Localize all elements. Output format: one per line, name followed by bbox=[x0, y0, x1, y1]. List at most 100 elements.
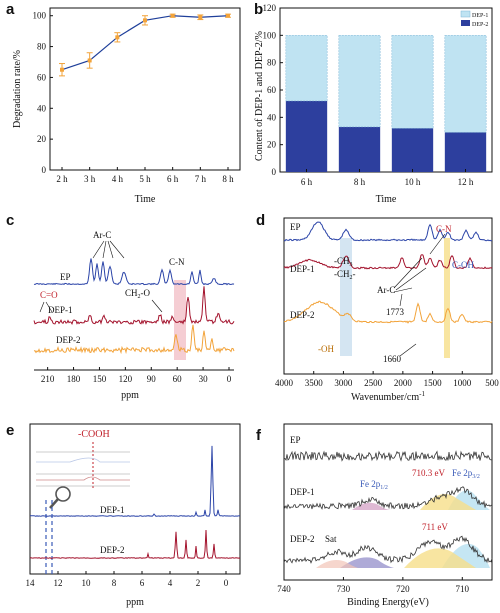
panel-b-bar-dep2 bbox=[285, 100, 328, 172]
panel-a-data-point bbox=[170, 13, 175, 18]
panel-d-c-n-label: C-N bbox=[436, 224, 452, 234]
panel-c-ar-c-label: Ar-C bbox=[93, 230, 111, 240]
panel-c-ch2o-label: CH2-O bbox=[125, 288, 151, 300]
panel-f-xtick-label: 720 bbox=[396, 584, 410, 594]
panel-f-trace-dep1 bbox=[283, 486, 493, 510]
panel-f-xlabel: Binding Energy(eV) bbox=[347, 597, 429, 608]
panel-d-label: d bbox=[256, 212, 265, 229]
panel-a-data-point bbox=[226, 13, 230, 18]
panel-a-xlabel: Time bbox=[135, 194, 156, 205]
panel-d-xtick-label: 2000 bbox=[394, 378, 413, 388]
panel-c-c-n-label: C-N bbox=[169, 257, 185, 267]
panel-c-xtick-label: 150 bbox=[93, 374, 107, 384]
panel-d-xtick-label: 3000 bbox=[334, 378, 353, 388]
panel-e-label: e bbox=[6, 422, 14, 439]
panel-f-trace-dep2 bbox=[283, 535, 493, 564]
panel-f-sat-label: Sat bbox=[325, 534, 337, 544]
panel-b-ytick-label: 80 bbox=[267, 58, 277, 68]
panel-b-xtick-label: 6 h bbox=[301, 177, 313, 187]
panel-d-highlight-cn bbox=[444, 238, 450, 358]
panel-b-bar-dep2 bbox=[338, 126, 381, 172]
panel-b-ytick-label: 120 bbox=[263, 3, 277, 13]
panel-b-xtick-label: 8 h bbox=[354, 177, 366, 187]
panel-c-xtick-label: 90 bbox=[147, 374, 157, 384]
panel-f-xtick-label: 740 bbox=[277, 584, 291, 594]
panel-e-xlabel: ppm bbox=[126, 597, 144, 608]
panel-d-highlight-ch bbox=[340, 238, 352, 356]
panel-a-ytick-label: 40 bbox=[37, 103, 47, 113]
panel-b-ytick-label: 100 bbox=[263, 30, 277, 40]
panel-d-1660-label: 1660 bbox=[383, 354, 402, 364]
panel-a-xtick-label: 2 h bbox=[56, 174, 68, 184]
panel-c-chart: 210 180 150 120 90 60 30 0 ppm EP DEP-1 DEP-2 A… bbox=[33, 230, 235, 401]
panel-d-xtick-label: 1500 bbox=[424, 378, 443, 388]
panel-e-chart: -COOH DEP-1 DEP-2 14 12 10 8 6 4 2 0 ppm bbox=[26, 423, 241, 608]
panel-d-ch2-label: -CH2- bbox=[334, 269, 356, 281]
panel-d-xlabel: Wavenumber/cm-1 bbox=[351, 390, 425, 403]
panel-f-fit-peak-7 bbox=[316, 560, 358, 568]
panel-c-xtick-label: 180 bbox=[67, 374, 81, 384]
panel-a-xtick-label: 6 h bbox=[167, 174, 179, 184]
panel-f-ep-label: EP bbox=[290, 435, 301, 445]
panel-a-ytick-label: 100 bbox=[33, 11, 47, 21]
panel-b-bar-dep1 bbox=[285, 35, 328, 102]
panel-d-chart: 4000 3500 3000 2500 2000 1500 1000 500 Wavenumb… bbox=[275, 217, 499, 403]
panel-e-xtick-label: 14 bbox=[26, 578, 36, 588]
panel-d-ch3-label: -CH3 bbox=[334, 256, 353, 268]
panel-a-ytick-label: 80 bbox=[37, 42, 47, 52]
panel-a-data-point bbox=[60, 67, 64, 72]
panel-c-trace-ep bbox=[33, 258, 235, 286]
panel-a-data-point bbox=[198, 15, 203, 20]
panel-d-xtick-label: 2500 bbox=[364, 378, 383, 388]
panel-a-ytick-label: 60 bbox=[37, 72, 47, 82]
panel-f-fit-peak-2 bbox=[420, 494, 476, 510]
panel-e-xtick-label: 0 bbox=[224, 578, 229, 588]
panel-e-cooh-label: -COOH bbox=[78, 429, 110, 440]
panel-f-xtick-label: 710 bbox=[456, 584, 470, 594]
panel-a-xtick-label: 4 h bbox=[112, 174, 124, 184]
panel-c-xlabel: ppm bbox=[121, 390, 139, 401]
panel-d-xtick-label: 500 bbox=[485, 378, 499, 388]
panel-b-label: b bbox=[254, 1, 263, 18]
panel-b-ytick-label: 20 bbox=[267, 140, 277, 150]
panel-a-data-point bbox=[115, 35, 120, 40]
panel-a-xtick-label: 7 h bbox=[195, 174, 207, 184]
panel-f-fe2p12-label: Fe 2p1/2 bbox=[360, 479, 388, 491]
panel-c-xtick-label: 60 bbox=[173, 374, 183, 384]
panel-c-trace-dep1 bbox=[33, 286, 235, 325]
panel-d-xtick-label: 4000 bbox=[275, 378, 294, 388]
panel-b-bar-dep1 bbox=[391, 35, 434, 129]
panel-c-xtick-label: 120 bbox=[119, 374, 133, 384]
panel-c-xtick-label: 210 bbox=[41, 374, 55, 384]
panel-f-label: f bbox=[256, 427, 262, 444]
panel-b-xtick-label: 12 h bbox=[458, 177, 474, 187]
panel-a-label: a bbox=[6, 1, 15, 18]
panel-b-legend: DEP-1 DEP-2 bbox=[460, 10, 488, 28]
panel-a-data-point bbox=[143, 18, 147, 23]
panel-e-trace-dep2 bbox=[29, 529, 241, 559]
panel-b-bar-dep2 bbox=[444, 132, 487, 172]
panel-d-trace-dep2 bbox=[283, 300, 493, 324]
panel-e-trace-dep1 bbox=[30, 445, 241, 517]
panel-a-ylabel: Degradation rate/% bbox=[12, 50, 23, 128]
panel-b-xtick-label: 10 h bbox=[405, 177, 421, 187]
panel-a-data-point bbox=[87, 58, 92, 63]
panel-d-1773-label: 1773 bbox=[386, 307, 405, 317]
panel-d-ar-c-label: Ar-C bbox=[377, 285, 395, 295]
panel-c-dep1-label: DEP-1 bbox=[48, 305, 73, 315]
panel-a-ytick-label: 20 bbox=[37, 134, 47, 144]
panel-e-dep2-label: DEP-2 bbox=[100, 545, 125, 555]
panel-d-xtick-label: 1000 bbox=[453, 378, 472, 388]
panel-b-bar-dep1 bbox=[444, 35, 487, 133]
panel-c-ep-label: EP bbox=[60, 272, 71, 282]
panel-f-711-label: 711 eV bbox=[422, 522, 448, 532]
panel-d-trace-dep1 bbox=[283, 254, 493, 270]
panel-f-fe2p32-label: Fe 2p3/2 bbox=[452, 468, 480, 480]
panel-c-dep2-label: DEP-2 bbox=[56, 335, 81, 345]
panel-b-bar-dep2 bbox=[391, 128, 434, 172]
panel-d-dep1-label: DEP-1 bbox=[290, 264, 315, 274]
panel-a-ytick-label: 0 bbox=[42, 165, 47, 175]
panel-a-xtick-label: 5 h bbox=[139, 174, 151, 184]
